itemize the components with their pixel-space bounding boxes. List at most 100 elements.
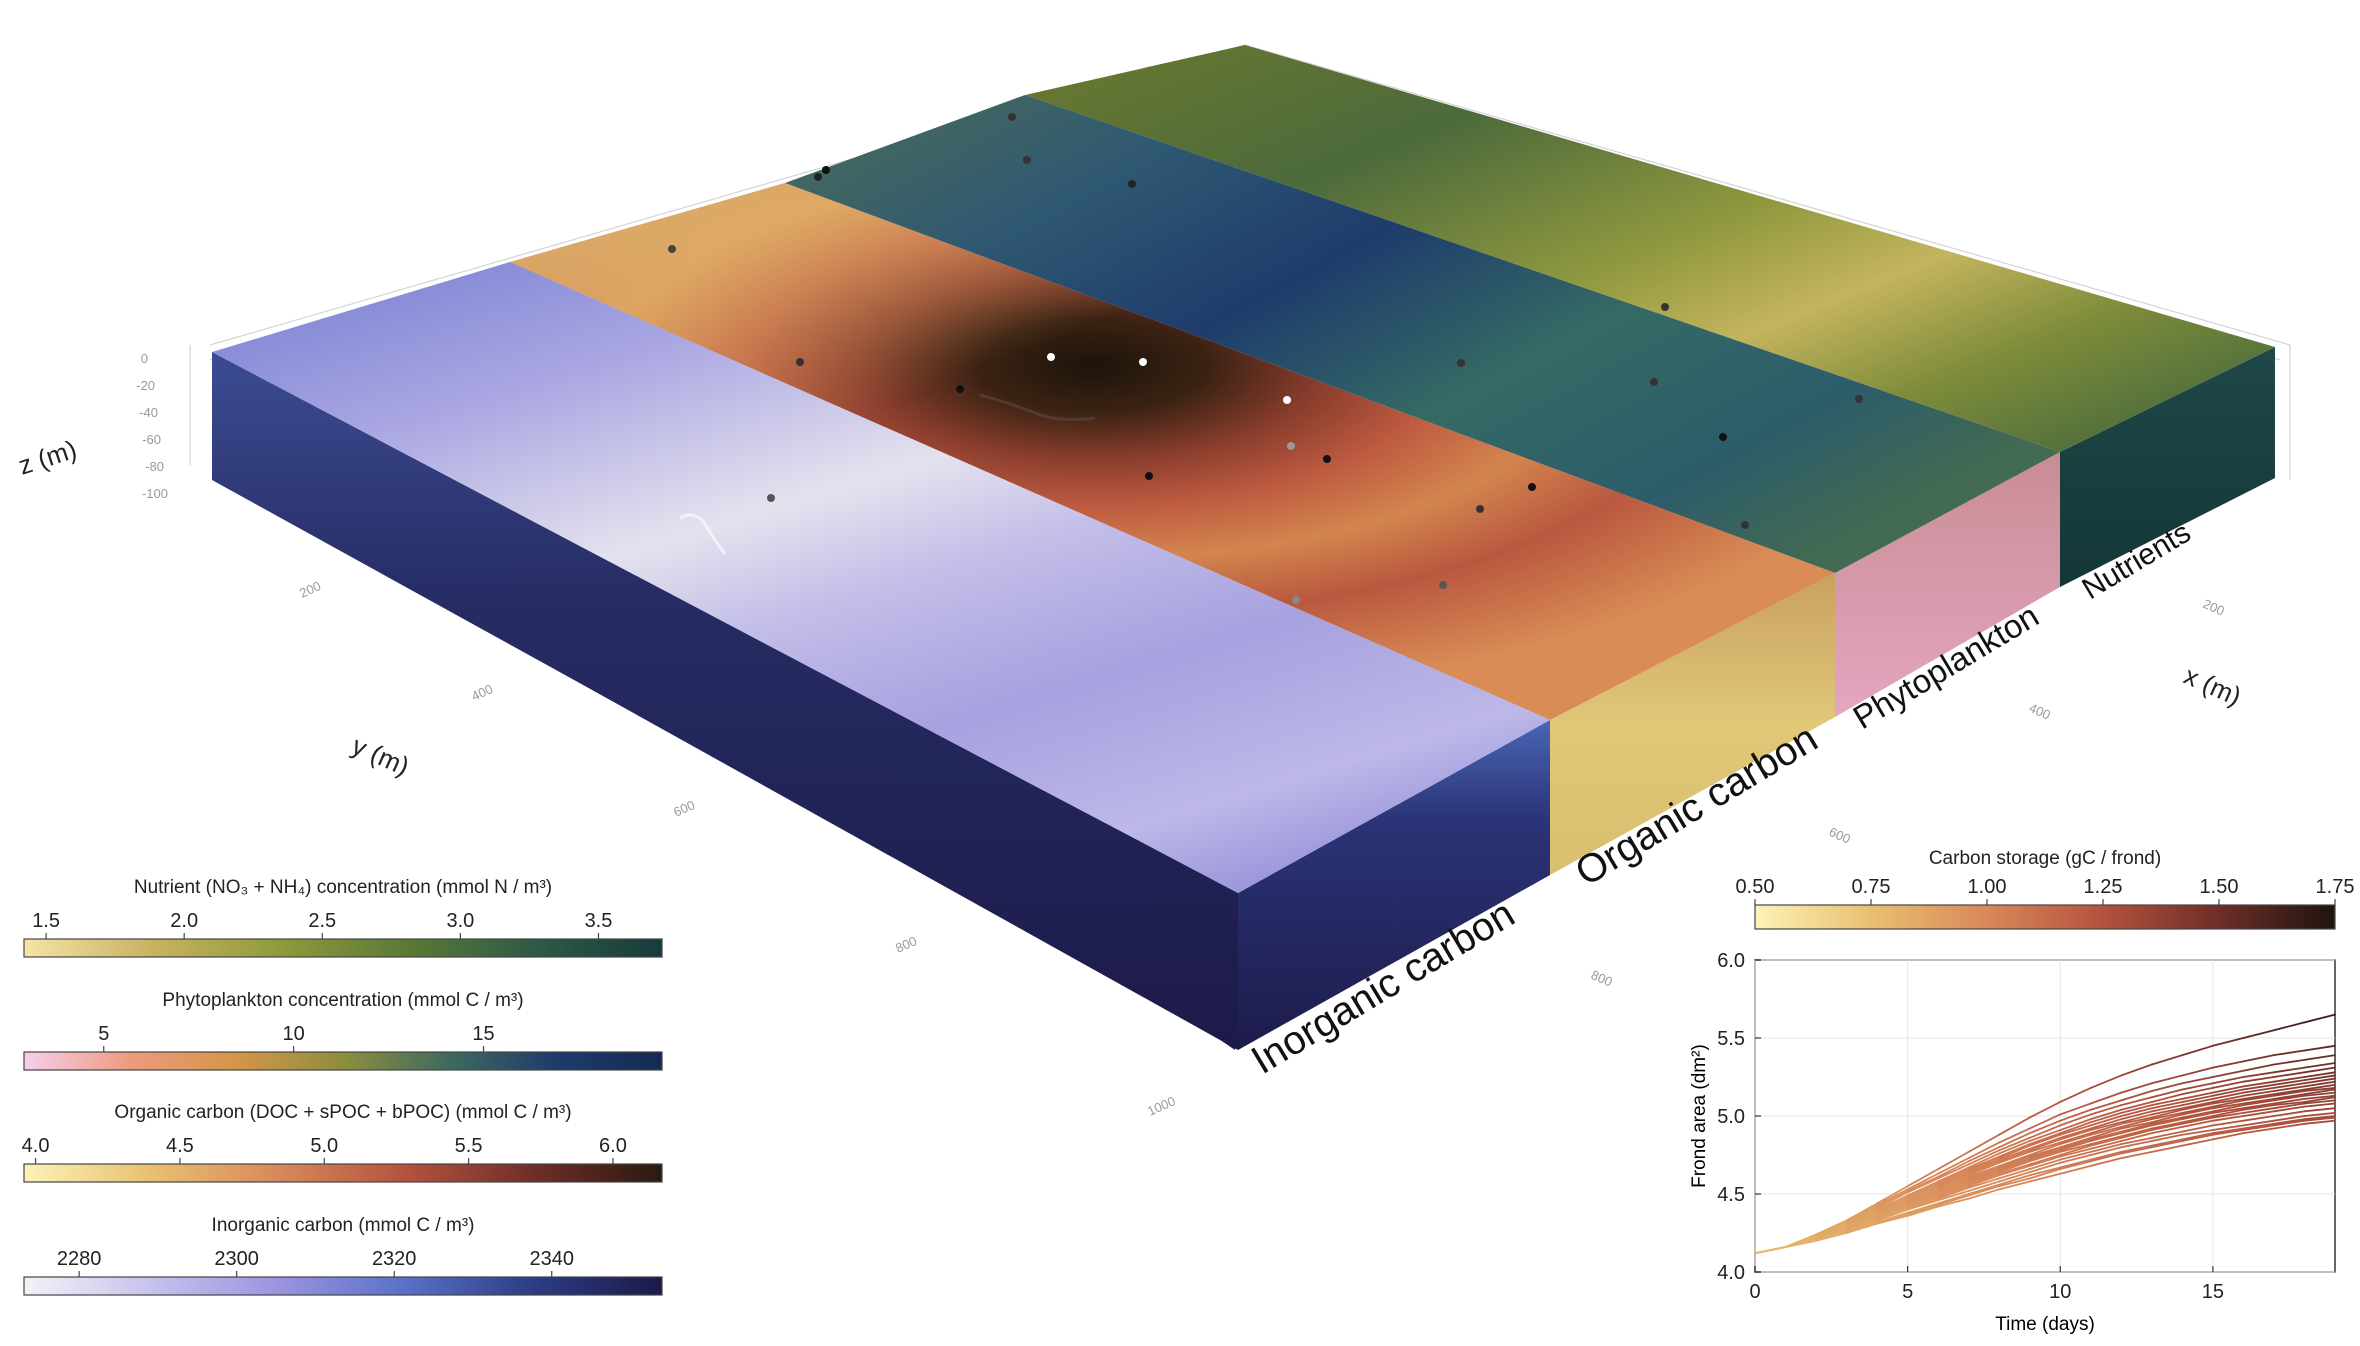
series-segment — [2028, 1133, 2062, 1147]
series-segment — [2242, 1124, 2275, 1131]
series-segment — [2242, 1076, 2275, 1083]
series-segment — [2273, 1085, 2306, 1092]
series-segment — [1906, 1204, 1940, 1216]
series-segment — [2150, 1108, 2184, 1119]
series-segment — [2120, 1101, 2153, 1111]
colorbar-nutrients: Nutrient (NO₃ + NH₄) concentration (mmol… — [23, 877, 663, 958]
colorbar-tick-label: 2320 — [372, 1248, 417, 1270]
scene-3d: 0 -20 -40 -60 -80 -100 z (m) 200 400 600… — [15, 44, 2291, 1119]
series-segment — [1998, 1163, 2031, 1175]
series-segment — [2181, 1066, 2214, 1077]
series-segment — [1998, 1132, 2031, 1149]
series-segment — [2211, 1129, 2245, 1136]
series-segment — [2242, 1102, 2275, 1110]
y-tick-label: 200 — [297, 578, 323, 601]
buoy-marker — [1023, 156, 1031, 164]
buoy-marker — [956, 385, 964, 393]
series-segment — [2059, 1144, 2092, 1156]
series-segment — [2028, 1161, 2062, 1174]
series-segment — [1876, 1189, 1909, 1208]
colorbar-gradient — [1754, 904, 2336, 930]
inorganic-carbon-right-face — [1238, 720, 1550, 1050]
colorbar-tick-label: 2.5 — [308, 910, 336, 932]
buoy-marker — [1650, 378, 1658, 386]
series-segment — [2273, 1119, 2306, 1127]
series-segment — [2303, 1062, 2336, 1069]
series-segment — [1967, 1183, 2001, 1195]
series-segment — [1937, 1183, 1970, 1197]
series-segment — [1937, 1175, 1970, 1191]
series-segment — [2120, 1127, 2153, 1138]
buoy-marker — [668, 245, 676, 253]
series-segment — [1937, 1194, 1970, 1206]
series-segment — [1845, 1204, 1879, 1222]
series-segment — [1906, 1189, 1940, 1203]
series-segment — [2303, 1091, 2336, 1097]
series-segment — [2028, 1158, 2062, 1170]
series-segment — [2120, 1121, 2153, 1130]
series-segment — [2120, 1082, 2153, 1094]
series-segment — [2181, 1116, 2214, 1125]
series-segment — [2303, 1044, 2336, 1052]
series-segment — [2181, 1087, 2214, 1096]
series-segment — [1967, 1185, 2001, 1197]
series-segment — [1876, 1207, 1909, 1220]
z-axis: 0 -20 -40 -60 -80 -100 z (m) — [15, 351, 168, 501]
series-segment — [2211, 1111, 2245, 1119]
series-segment — [2242, 1083, 2275, 1091]
series-segment — [2150, 1126, 2184, 1135]
series-segment — [2181, 1091, 2214, 1100]
x-tick-label: 200 — [2201, 596, 2227, 619]
series-segment — [2181, 1097, 2214, 1106]
series-segment — [2273, 1097, 2306, 1105]
series-segment — [2273, 1110, 2306, 1117]
series-segment — [1845, 1222, 1879, 1234]
colorbar-gradient — [23, 1276, 663, 1296]
chart-series — [1754, 1013, 2336, 1255]
series-segment — [1998, 1157, 2031, 1170]
colorbar-tick-label: 6.0 — [599, 1135, 627, 1157]
series-segment — [2303, 1071, 2336, 1078]
series-segment — [1906, 1193, 1940, 1206]
series-segment — [1998, 1158, 2031, 1172]
series-segment — [2059, 1124, 2092, 1136]
series-segment — [1967, 1133, 2001, 1153]
series-segment — [1906, 1186, 1940, 1202]
series-segment — [2150, 1097, 2184, 1106]
series-segment — [1998, 1149, 2031, 1163]
series-segment — [2303, 1074, 2336, 1082]
series-segment — [2089, 1091, 2123, 1105]
series-segment — [2181, 1129, 2214, 1136]
colorbar-title: Phytoplankton concentration (mmol C / m³… — [162, 990, 523, 1011]
series-segment — [2120, 1090, 2153, 1102]
series-segment — [1906, 1182, 1940, 1199]
buoy-marker — [1292, 596, 1300, 604]
series-segment — [2273, 1066, 2306, 1074]
series-segment — [2273, 1058, 2306, 1066]
series-segment — [1998, 1140, 2031, 1155]
series-segment — [1967, 1165, 2001, 1178]
series-segment — [2303, 1083, 2336, 1091]
series-segment — [2089, 1099, 2123, 1111]
series-segment — [2181, 1107, 2214, 1116]
chart-x-label: Time (days) — [1995, 1314, 2095, 1335]
series-segment — [1967, 1157, 2001, 1172]
series-segment — [1876, 1185, 1909, 1205]
series-segment — [1906, 1175, 1940, 1192]
chart-ticks: 0 5 10 15 4.0 4.5 5.0 5.5 6.0 — [1717, 950, 2224, 1303]
series-segment — [2120, 1118, 2153, 1128]
series-segment — [1937, 1185, 1970, 1199]
slab-inorganic-carbon — [212, 262, 1550, 1050]
series-segment — [1998, 1127, 2031, 1144]
series-segment — [2120, 1110, 2153, 1121]
colorbar-tick-label: 1.75 — [2316, 876, 2355, 898]
colorbar-tick-label: 1.5 — [32, 910, 60, 932]
series-segment — [2211, 1097, 2245, 1105]
series-segment — [2242, 1097, 2275, 1105]
series-segment — [1876, 1214, 1909, 1225]
series-segment — [1937, 1193, 1970, 1205]
series-segment — [2028, 1101, 2062, 1119]
series-segment — [2028, 1132, 2062, 1145]
x-tick-label: 15 — [2202, 1281, 2224, 1303]
nutrients-side-face — [2060, 347, 2275, 587]
